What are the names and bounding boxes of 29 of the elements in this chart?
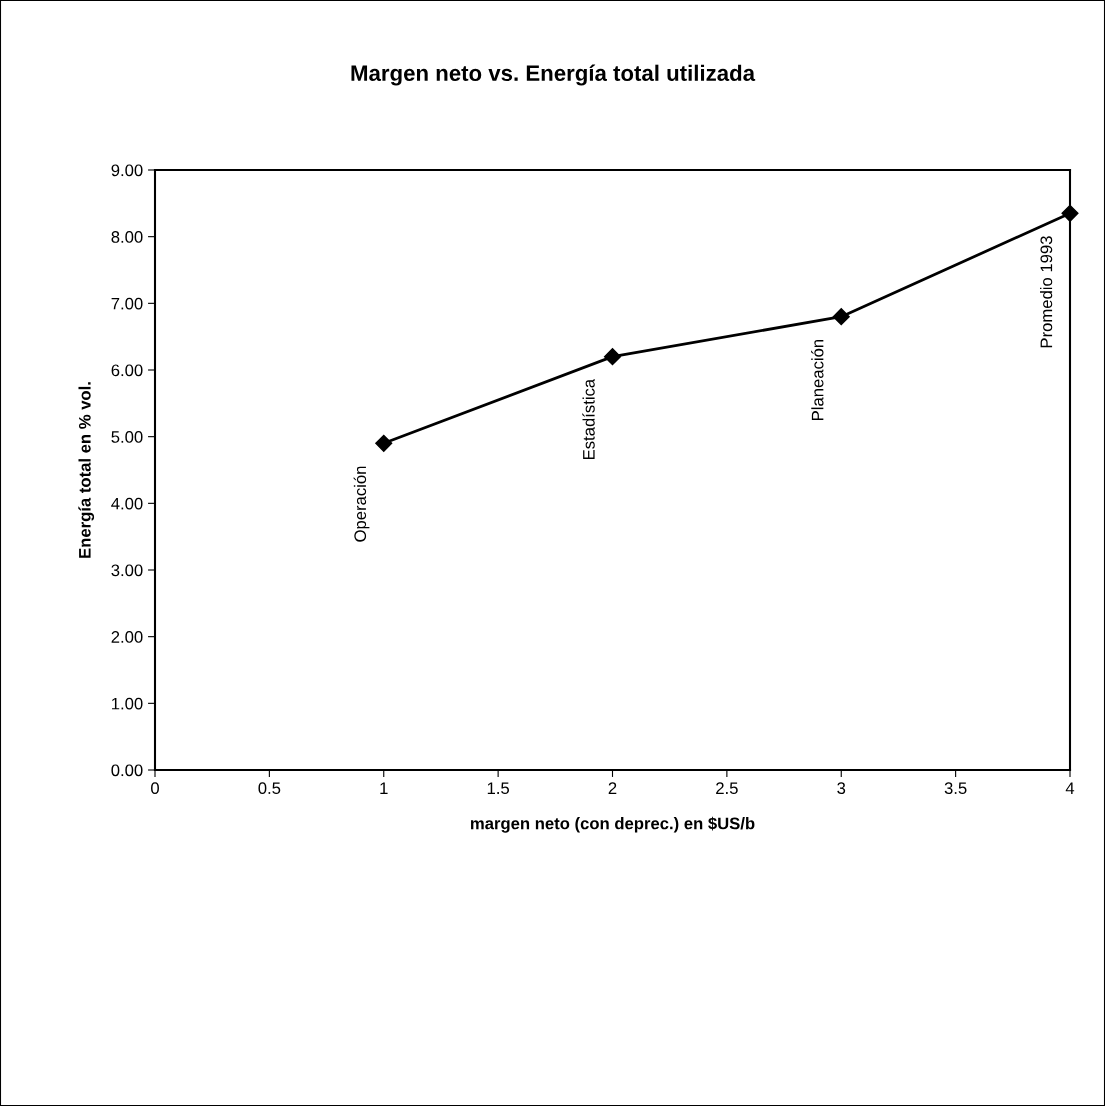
x-tick-label: 2	[608, 782, 617, 794]
y-tick-label: 9.00	[111, 164, 143, 177]
chart-title: Margen neto vs. Energía total utilizada	[351, 64, 756, 86]
annotation: Estadística	[582, 378, 595, 460]
x-tick-label: 0	[151, 782, 159, 795]
y-tick-label: 0.00	[111, 764, 143, 777]
x-tick-label: 0.5	[258, 782, 281, 795]
x-axis-title: margen neto (con deprec.) en $US/b	[470, 816, 755, 833]
annotation: Promedio 1993	[1040, 236, 1053, 348]
x-tick-label: 3	[837, 782, 846, 795]
x-tick-label: 1	[380, 782, 388, 794]
y-tick-label: 1.00	[112, 697, 143, 710]
y-tick-label: 3.00	[111, 564, 143, 577]
y-tick-label: 8.00	[111, 231, 143, 243]
x-tick-label: 2.5	[716, 782, 738, 795]
point	[832, 308, 850, 326]
y-axis-title: Energía total en % vol.	[78, 382, 95, 558]
y-tick-label: 6.00	[111, 364, 143, 377]
point	[375, 434, 393, 452]
annotation: Operación	[353, 466, 370, 542]
x-tick-label: 1.5	[487, 782, 510, 795]
point	[603, 348, 622, 366]
y-tick-label: 2.00	[111, 631, 143, 643]
y-tick-label: 7.00	[111, 297, 143, 310]
y-tick-label: 4.00	[111, 497, 143, 510]
x-tick-label: 3.5	[944, 782, 967, 795]
y-tick-label: 5.00	[111, 431, 143, 443]
annotation: Planeación	[811, 339, 824, 420]
x-tick-label: 4	[1065, 782, 1075, 794]
